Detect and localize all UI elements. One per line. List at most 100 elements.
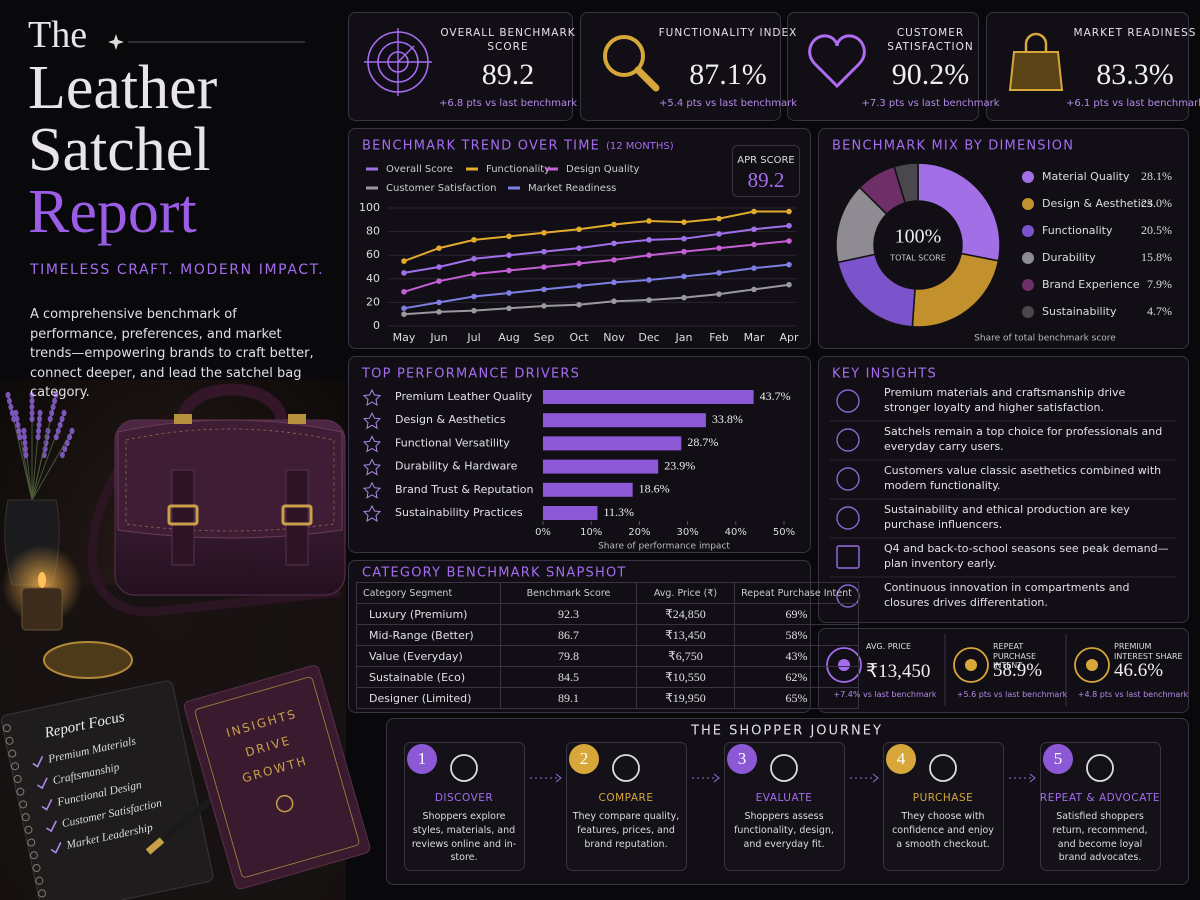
step-card xyxy=(1040,742,1161,871)
table-cell: Designer (Limited) xyxy=(356,687,501,709)
category-label: Durability & Hardware xyxy=(395,460,518,473)
lavender-bud xyxy=(21,433,27,441)
series-line xyxy=(403,210,789,263)
chart-note: Share of total benchmark score xyxy=(974,334,1116,344)
lavender-bud xyxy=(17,433,23,441)
column-header: Avg. Price (₹) xyxy=(636,582,735,604)
point xyxy=(751,241,757,248)
table-cell: Value (Everyday) xyxy=(356,645,501,667)
point xyxy=(611,240,617,247)
icon xyxy=(1086,754,1114,782)
bar xyxy=(543,459,659,474)
point xyxy=(611,221,617,228)
step-number: 3 xyxy=(738,749,747,768)
point xyxy=(681,235,687,242)
x-tick-label: May xyxy=(393,331,416,344)
summary-value: 58.9% xyxy=(993,660,1043,681)
x-tick-label: Jun xyxy=(429,331,447,344)
value-label: 15.8% xyxy=(1141,250,1172,264)
point xyxy=(541,248,547,255)
sparkle xyxy=(108,34,124,50)
driver-icon xyxy=(362,458,382,476)
bag-handle-mount xyxy=(174,414,192,424)
step-number: 1 xyxy=(418,749,427,768)
point xyxy=(786,281,792,288)
legend-swatch xyxy=(1022,198,1034,210)
lavender-bud xyxy=(59,451,65,459)
point xyxy=(786,208,792,215)
x-tick-label: 0% xyxy=(535,527,551,538)
legend-label: Customer Satisfaction xyxy=(386,183,496,194)
table-cell: 79.8 xyxy=(500,645,637,667)
lavender-bud xyxy=(6,397,12,405)
table-row: Mid-Range (Better) 86.7 ₹13,450 58% xyxy=(356,624,859,646)
title-line: Satchel xyxy=(28,116,211,184)
point xyxy=(751,286,757,293)
lavender-bud xyxy=(37,415,43,423)
step-title: PURCHASE xyxy=(913,792,974,804)
notebook-ring xyxy=(13,774,22,783)
x-tick-label: 50% xyxy=(773,527,795,538)
point xyxy=(506,290,512,296)
lavender-bud xyxy=(29,403,35,411)
point xyxy=(541,286,547,293)
x-tick-label: Sep xyxy=(534,331,555,344)
summary-value: ₹13,450 xyxy=(866,661,931,682)
step-text: Shoppers assess functionality, design, a… xyxy=(734,811,834,850)
x-axis-label: Share of performance impact xyxy=(598,542,730,552)
step-text: They compare quality, features, prices, … xyxy=(572,811,680,850)
x-tick-label: Feb xyxy=(709,331,728,344)
table-cell: Sustainable (Eco) xyxy=(356,666,501,688)
summary-label: PREMIUM INTEREST SHARE xyxy=(1114,642,1183,661)
legend-swatch xyxy=(1022,279,1034,291)
pie-slice xyxy=(893,162,919,204)
series-line xyxy=(403,283,790,316)
icon-shape xyxy=(1024,32,1048,52)
lavender-bud xyxy=(8,403,14,411)
y-tick-label: 40 xyxy=(366,272,380,285)
book-border xyxy=(194,676,360,878)
legend-label: Functionality xyxy=(486,164,550,175)
step-text: They choose with confidence and enjoy a … xyxy=(892,811,994,850)
lavender-bud xyxy=(13,409,19,417)
point xyxy=(471,237,477,243)
point xyxy=(716,215,722,222)
lavender-bud xyxy=(29,409,35,417)
table-cell: 65% xyxy=(734,687,859,709)
connector-arrow xyxy=(872,773,879,783)
notebook-cover xyxy=(0,680,214,900)
check-mark xyxy=(32,755,44,768)
kpi-change: +5.4 pts vs last benchmark xyxy=(658,98,798,109)
legend-label: Design & Aesthetics xyxy=(1042,197,1153,210)
notebook-ring xyxy=(10,762,19,771)
x-tick-label: Oct xyxy=(569,331,589,344)
step-title: DISCOVER xyxy=(435,792,493,804)
value-label: 20.5% xyxy=(1141,223,1172,237)
gold-dish xyxy=(43,641,133,679)
table-cell: 89.1 xyxy=(500,687,637,709)
icon xyxy=(603,35,660,92)
notebook-ring xyxy=(32,863,41,872)
step-title: COMPARE xyxy=(599,792,654,804)
legend-swatch xyxy=(1022,306,1034,318)
point xyxy=(506,252,512,258)
point xyxy=(646,218,652,224)
point xyxy=(576,245,582,251)
icon-shape xyxy=(808,34,866,89)
check-mark xyxy=(46,820,57,833)
insight-text: Sustainability and ethical production ar… xyxy=(884,503,1130,531)
lavender-bud xyxy=(50,403,56,411)
step-card xyxy=(724,742,845,871)
connector-arrow xyxy=(713,773,720,783)
lavender-bud xyxy=(22,445,28,453)
table-row: Luxury (Premium) 92.3 ₹24,850 69% xyxy=(356,603,859,625)
lavender-bud xyxy=(53,433,59,441)
chart-title: BENCHMARK MIX BY DIMENSION xyxy=(832,139,1074,154)
y-tick-label: 20 xyxy=(366,295,380,308)
lavender-bud xyxy=(36,427,42,435)
value-label: 43.7% xyxy=(760,389,791,403)
notebook-ring xyxy=(27,838,36,847)
point xyxy=(401,305,407,312)
